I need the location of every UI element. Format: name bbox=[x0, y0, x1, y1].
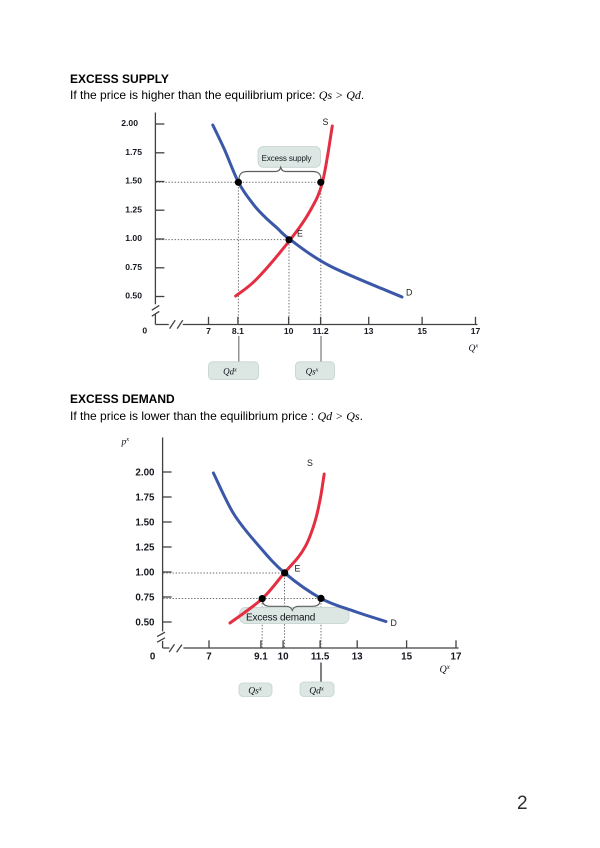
svg-text:1.25: 1.25 bbox=[125, 204, 142, 214]
svg-text:0: 0 bbox=[150, 652, 156, 663]
svg-text:Qsx: Qsx bbox=[248, 686, 262, 697]
svg-text:10: 10 bbox=[278, 652, 289, 663]
svg-text:7: 7 bbox=[206, 652, 212, 663]
svg-text:px: px bbox=[121, 436, 130, 448]
svg-text:2.00: 2.00 bbox=[135, 467, 155, 478]
svg-text:13: 13 bbox=[364, 326, 374, 336]
svg-text:1.25: 1.25 bbox=[135, 542, 155, 553]
svg-text:Qx: Qx bbox=[469, 343, 479, 355]
svg-text:0.75: 0.75 bbox=[125, 262, 142, 272]
svg-text:15: 15 bbox=[401, 652, 412, 663]
svg-text:1.00: 1.00 bbox=[135, 567, 155, 578]
svg-text:2.00: 2.00 bbox=[121, 118, 138, 128]
svg-text:1.50: 1.50 bbox=[125, 176, 142, 186]
svg-text:Excess demand: Excess demand bbox=[246, 613, 315, 624]
svg-text:E: E bbox=[295, 564, 301, 574]
svg-text:Qdx: Qdx bbox=[223, 367, 237, 377]
svg-text:17: 17 bbox=[471, 326, 481, 336]
svg-text:E: E bbox=[297, 229, 303, 239]
svg-text:7: 7 bbox=[206, 326, 211, 336]
svg-text:1.50: 1.50 bbox=[135, 517, 155, 528]
svg-text:0.50: 0.50 bbox=[135, 617, 155, 628]
svg-text:11.5: 11.5 bbox=[311, 652, 330, 663]
svg-text:10: 10 bbox=[284, 326, 294, 336]
svg-text:1.00: 1.00 bbox=[125, 233, 142, 243]
svg-text:0: 0 bbox=[142, 326, 147, 336]
svg-text:17: 17 bbox=[451, 652, 462, 663]
svg-text:0.75: 0.75 bbox=[135, 592, 155, 603]
svg-text:Qx: Qx bbox=[440, 663, 451, 676]
svg-text:Qdx: Qdx bbox=[309, 686, 324, 697]
svg-text:1.75: 1.75 bbox=[125, 147, 142, 157]
svg-text:D: D bbox=[391, 618, 397, 628]
svg-text:11.2: 11.2 bbox=[312, 326, 328, 336]
svg-text:S: S bbox=[323, 117, 329, 127]
svg-text:0.50: 0.50 bbox=[125, 291, 142, 301]
svg-text:1.75: 1.75 bbox=[135, 492, 155, 503]
svg-text:13: 13 bbox=[352, 652, 363, 663]
svg-text:S: S bbox=[307, 458, 313, 468]
svg-text:Excess supply: Excess supply bbox=[262, 154, 312, 163]
svg-text:D: D bbox=[406, 288, 412, 298]
svg-text:15: 15 bbox=[417, 326, 427, 336]
svg-text:Qsx: Qsx bbox=[306, 367, 319, 377]
svg-text:8.1: 8.1 bbox=[232, 326, 244, 336]
svg-text:9.1: 9.1 bbox=[254, 652, 268, 663]
